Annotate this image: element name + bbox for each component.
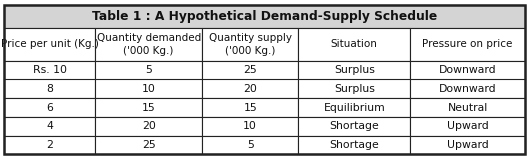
Text: 5: 5 bbox=[145, 65, 152, 75]
Bar bbox=[202, 80, 298, 98]
Bar bbox=[202, 98, 298, 117]
Bar bbox=[202, 28, 298, 61]
Bar bbox=[4, 5, 525, 28]
Bar bbox=[411, 135, 525, 154]
Text: 10: 10 bbox=[243, 121, 257, 131]
Text: Equilibrium: Equilibrium bbox=[323, 103, 385, 113]
Bar bbox=[4, 135, 95, 154]
Text: Surplus: Surplus bbox=[334, 65, 375, 75]
Text: Surplus: Surplus bbox=[334, 84, 375, 94]
Text: 25: 25 bbox=[243, 65, 257, 75]
Text: 10: 10 bbox=[142, 84, 156, 94]
Text: Price per unit (Kg.): Price per unit (Kg.) bbox=[1, 39, 99, 49]
Bar bbox=[4, 98, 95, 117]
Text: 15: 15 bbox=[142, 103, 156, 113]
Bar bbox=[298, 28, 411, 61]
Text: Upward: Upward bbox=[446, 121, 488, 131]
Text: Downward: Downward bbox=[439, 65, 496, 75]
Text: 4: 4 bbox=[47, 121, 53, 131]
Text: Rs. 10: Rs. 10 bbox=[33, 65, 67, 75]
Text: Situation: Situation bbox=[331, 39, 378, 49]
Bar bbox=[202, 61, 298, 80]
Bar bbox=[202, 117, 298, 135]
Bar bbox=[411, 117, 525, 135]
Bar bbox=[95, 80, 202, 98]
Bar bbox=[298, 80, 411, 98]
Bar bbox=[411, 98, 525, 117]
Bar bbox=[298, 98, 411, 117]
Bar bbox=[411, 80, 525, 98]
Text: Quantity demanded
('000 Kg.): Quantity demanded ('000 Kg.) bbox=[97, 33, 201, 56]
Text: Neutral: Neutral bbox=[448, 103, 488, 113]
Text: 5: 5 bbox=[247, 140, 253, 150]
Bar bbox=[4, 28, 95, 61]
Bar bbox=[411, 61, 525, 80]
Bar bbox=[298, 117, 411, 135]
Bar bbox=[411, 28, 525, 61]
Bar bbox=[95, 135, 202, 154]
Bar bbox=[298, 61, 411, 80]
Bar bbox=[95, 98, 202, 117]
Text: Pressure on price: Pressure on price bbox=[422, 39, 513, 49]
Bar bbox=[4, 61, 95, 80]
Text: 20: 20 bbox=[142, 121, 156, 131]
Text: Shortage: Shortage bbox=[330, 140, 379, 150]
Bar bbox=[95, 117, 202, 135]
Text: Table 1 : A Hypothetical Demand-Supply Schedule: Table 1 : A Hypothetical Demand-Supply S… bbox=[92, 10, 437, 23]
Text: Upward: Upward bbox=[446, 140, 488, 150]
Text: Downward: Downward bbox=[439, 84, 496, 94]
Bar bbox=[4, 117, 95, 135]
Bar bbox=[95, 61, 202, 80]
Text: 20: 20 bbox=[243, 84, 257, 94]
Bar bbox=[202, 135, 298, 154]
Text: 8: 8 bbox=[47, 84, 53, 94]
Text: 15: 15 bbox=[243, 103, 257, 113]
Text: Quantity supply
('000 Kg.): Quantity supply ('000 Kg.) bbox=[208, 33, 291, 56]
Text: 6: 6 bbox=[47, 103, 53, 113]
Bar bbox=[95, 28, 202, 61]
Text: 25: 25 bbox=[142, 140, 156, 150]
Bar bbox=[298, 135, 411, 154]
Text: Shortage: Shortage bbox=[330, 121, 379, 131]
Text: 2: 2 bbox=[47, 140, 53, 150]
Bar bbox=[4, 80, 95, 98]
